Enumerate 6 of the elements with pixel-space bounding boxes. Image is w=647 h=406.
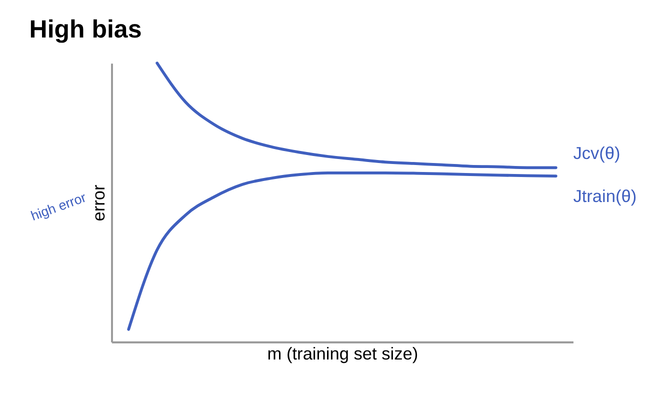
text: high error: [28, 190, 88, 224]
x-axis-title: m (training set size): [267, 344, 418, 364]
series-label: Jtrain(θ): [573, 186, 637, 206]
series-label: Jcv(θ): [573, 142, 620, 163]
y-axis-title: error: [88, 184, 108, 222]
chart-title: High bias: [29, 16, 142, 44]
